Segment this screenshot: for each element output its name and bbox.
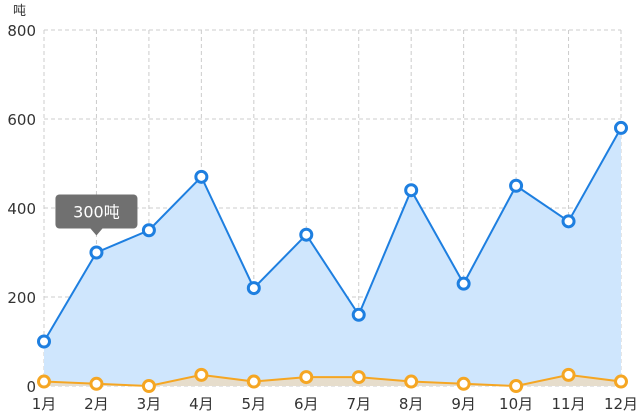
series-1-point	[351, 307, 366, 322]
series-1-point	[509, 178, 524, 193]
series-1-point	[614, 120, 628, 135]
y-tick-label: 800	[7, 22, 36, 40]
series-1-point	[194, 169, 209, 184]
x-tick-label: 6月	[294, 395, 319, 413]
series-2-point	[299, 370, 314, 385]
tooltip-arrow	[90, 228, 103, 236]
y-tick-label: 400	[7, 200, 36, 218]
series-2-point	[561, 367, 576, 382]
series-1-point	[404, 183, 419, 198]
series-2-point	[456, 376, 471, 391]
x-tick-label: 5月	[242, 395, 267, 413]
y-tick-label: 200	[7, 289, 36, 307]
series-2-point	[509, 379, 524, 393]
series-1-point	[246, 281, 261, 296]
series-1-point	[37, 334, 51, 349]
series-1-point	[89, 245, 104, 260]
series-2-point	[246, 374, 261, 389]
x-tick-label: 10月	[499, 395, 533, 413]
x-axis: 1月 2月 3月 4月 5月 6月 7月 8月 9月 10月 11月 12月	[32, 395, 638, 413]
series-2-point	[404, 374, 419, 389]
x-tick-label: 8月	[399, 395, 424, 413]
x-tick-label: 7月	[346, 395, 371, 413]
series-2-point	[614, 374, 628, 389]
series-1-point	[299, 227, 314, 242]
series-2-point	[141, 379, 156, 393]
series-1-point	[456, 276, 471, 291]
y-axis-unit-label: 吨	[13, 4, 26, 19]
series-2-point	[351, 370, 366, 385]
x-tick-label: 11月	[551, 395, 585, 413]
x-tick-label: 4月	[189, 395, 214, 413]
tooltip-text: 300吨	[73, 203, 120, 222]
x-tick-label: 2月	[84, 395, 109, 413]
tooltip-box	[55, 194, 138, 229]
x-tick-label: 1月	[32, 395, 57, 413]
series-1-area	[44, 127, 621, 387]
y-axis: 吨 0 200 400 600 800	[7, 4, 36, 396]
series-2-line	[43, 373, 622, 388]
x-tick-label: 9月	[451, 395, 476, 413]
series-1-point	[141, 223, 156, 238]
tooltip: 300吨	[55, 194, 138, 236]
x-tick-label: 3月	[137, 395, 162, 413]
y-tick-label: 0	[26, 378, 36, 396]
series-layer	[37, 120, 628, 393]
series-2-point	[89, 376, 104, 391]
series-1-point	[561, 214, 576, 229]
x-tick-label: 12月	[604, 395, 638, 413]
series-2-point	[194, 367, 209, 382]
y-tick-label: 600	[7, 111, 36, 129]
series-1-line	[43, 127, 622, 343]
series-2-point	[37, 374, 51, 389]
